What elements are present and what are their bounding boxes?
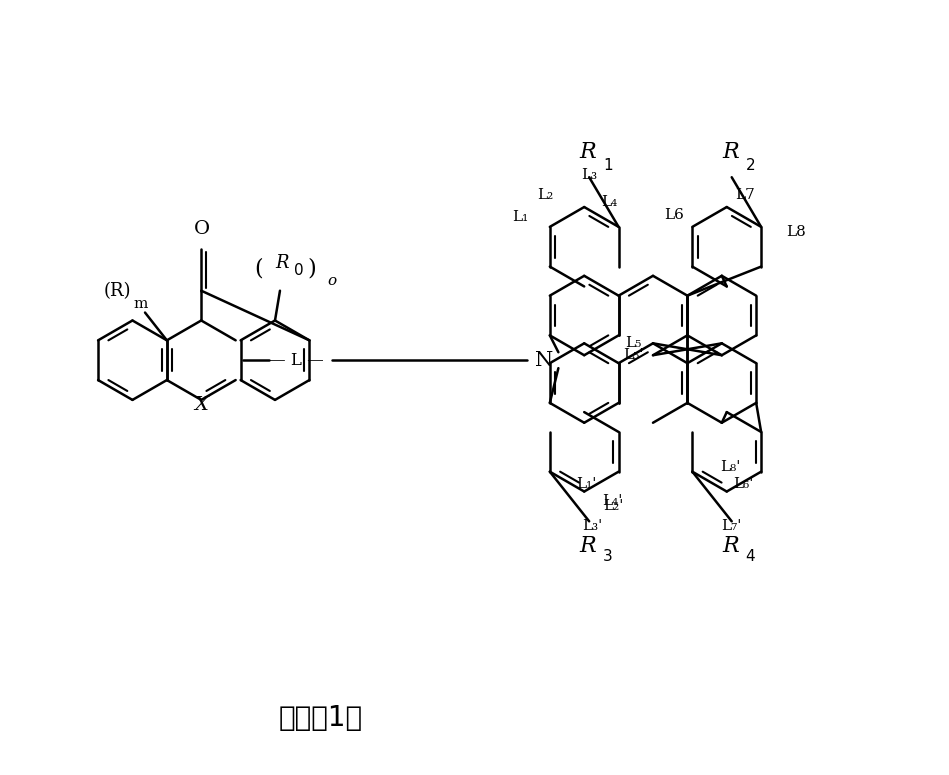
Text: 通式（1）: 通式（1） bbox=[279, 704, 363, 732]
Text: 1: 1 bbox=[603, 158, 613, 173]
Text: o: o bbox=[327, 274, 336, 288]
Text: 4: 4 bbox=[746, 549, 755, 563]
Text: L₇': L₇' bbox=[721, 519, 742, 533]
Text: L6: L6 bbox=[664, 208, 684, 222]
Text: N: N bbox=[535, 351, 553, 370]
Text: L₈': L₈' bbox=[720, 460, 740, 474]
Text: L₁: L₁ bbox=[512, 210, 528, 224]
Text: 2: 2 bbox=[746, 158, 755, 173]
Text: L₆': L₆' bbox=[733, 477, 754, 491]
Text: — L —: — L — bbox=[269, 352, 324, 369]
Text: 0: 0 bbox=[294, 264, 304, 278]
Text: X: X bbox=[195, 396, 208, 414]
Text: L7: L7 bbox=[735, 188, 754, 202]
Text: L₁': L₁' bbox=[576, 477, 597, 491]
Text: (R): (R) bbox=[103, 281, 131, 300]
Text: L₅': L₅' bbox=[623, 348, 643, 362]
Text: O: O bbox=[195, 220, 211, 238]
Text: L₃': L₃' bbox=[582, 519, 603, 533]
Text: R: R bbox=[722, 535, 739, 557]
Text: R: R bbox=[275, 254, 288, 272]
Text: (: ( bbox=[253, 258, 263, 280]
Text: L₄: L₄ bbox=[601, 195, 617, 209]
Text: L₅: L₅ bbox=[625, 336, 642, 350]
Text: L₃: L₃ bbox=[581, 168, 597, 182]
Text: R: R bbox=[722, 141, 739, 164]
Text: L₂': L₂' bbox=[604, 499, 623, 513]
Text: L8: L8 bbox=[786, 225, 806, 239]
Text: ): ) bbox=[307, 258, 316, 280]
Text: L₂: L₂ bbox=[537, 188, 553, 202]
Text: R: R bbox=[580, 141, 597, 164]
Text: 3: 3 bbox=[603, 549, 613, 563]
Text: R: R bbox=[580, 535, 597, 557]
Text: L₄': L₄' bbox=[602, 494, 623, 508]
Text: m: m bbox=[134, 297, 148, 311]
